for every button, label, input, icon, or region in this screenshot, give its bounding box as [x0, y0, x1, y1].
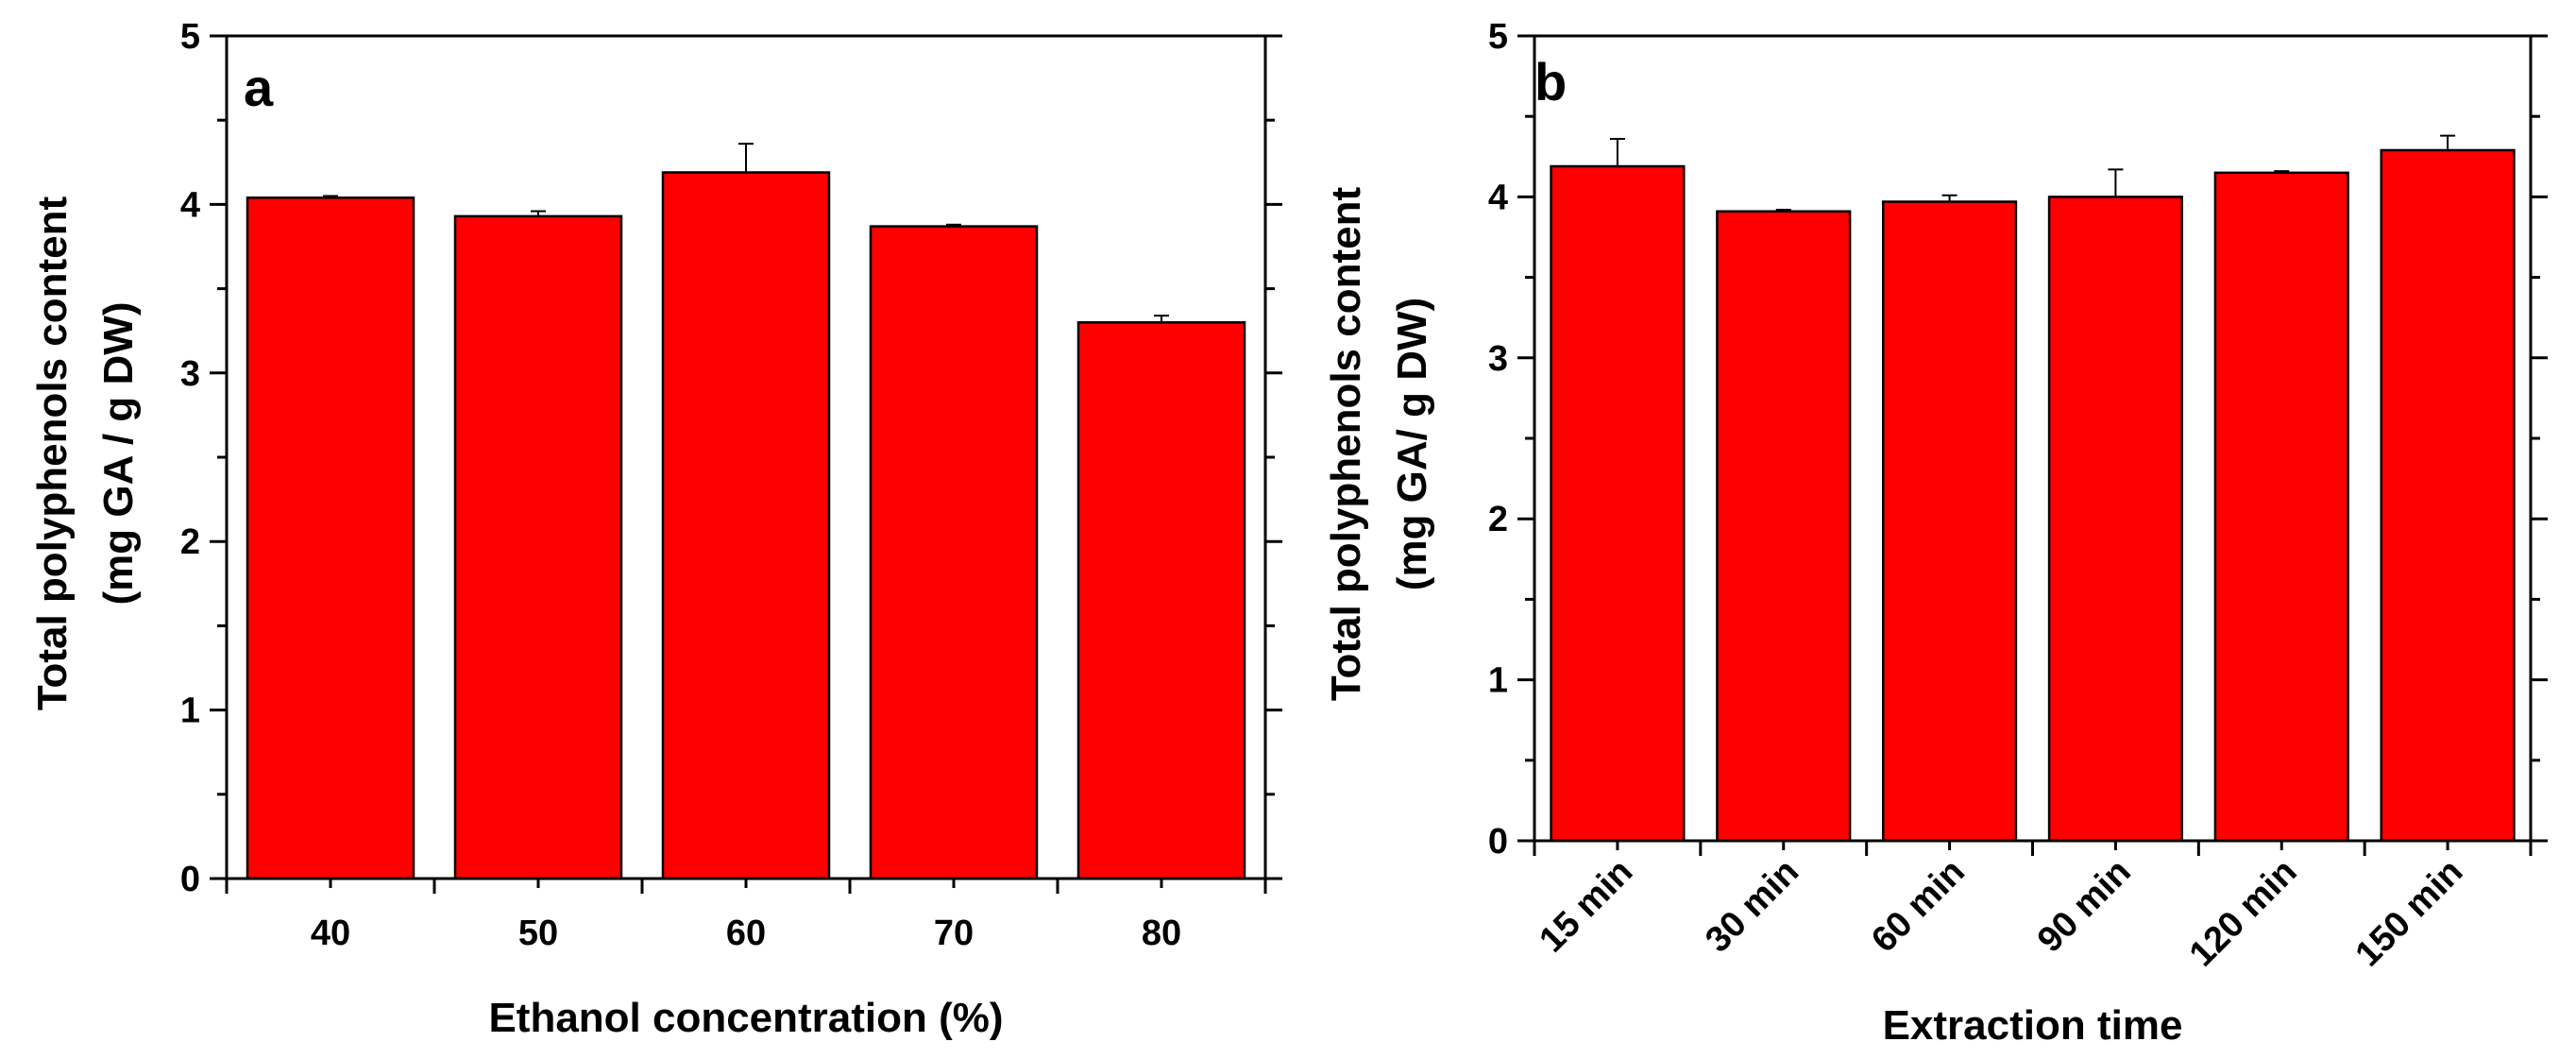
bar-70: [869, 225, 1039, 880]
x-axis-title: Extraction time: [1883, 1002, 2183, 1049]
x-tick-label: 80: [1142, 914, 1181, 953]
y-axis-title-line1: Total polyphenols content: [29, 196, 76, 711]
y-axis-title-line1: Total polyphenols content: [1323, 187, 1369, 702]
panel-letter: b: [1534, 52, 1567, 111]
x-axis-title: Ethanol concentration (%): [488, 995, 1003, 1041]
bar-90-min: [2047, 196, 2183, 843]
x-tick-label: 50: [518, 914, 558, 953]
bar-40: [246, 196, 415, 880]
panel-b: 0 1 2 3 4 5 15 min 30 min 60 min 90 min 120 min 150…: [1323, 17, 2548, 1049]
y-tick-label: 2: [1488, 500, 1508, 539]
y-tick-label: 1: [1488, 661, 1508, 701]
y-tick-label: 0: [1488, 822, 1508, 862]
x-tick-label: 15 min: [1532, 852, 1640, 961]
y-axis-title-line2: (mg GA / g DW): [95, 302, 142, 606]
bar-150-min: [2380, 148, 2516, 843]
y-tick-label: 4: [1488, 178, 1508, 217]
y-tick-label: 3: [1488, 339, 1508, 379]
y-tick-label: 3: [180, 354, 200, 394]
x-tick-label: 90 min: [2030, 852, 2139, 961]
bar-80: [1076, 321, 1246, 880]
x-tick-label: 40: [311, 914, 350, 953]
bar-50: [453, 214, 623, 880]
y-tick-label: 5: [1488, 17, 1508, 57]
y-tick-label: 1: [180, 692, 200, 731]
y-tick-label: 4: [180, 185, 200, 225]
x-tick-label: 60 min: [1864, 852, 1973, 961]
x-tick-label: 150 min: [2348, 852, 2471, 975]
bar-60-min: [1882, 200, 2018, 843]
panel-a: 0 1 2 3 4 5 40 50 60 70 80 Ethanol concentration (%…: [29, 17, 1282, 1041]
y-tick-label: 5: [180, 17, 200, 57]
bar-60: [661, 171, 831, 880]
panel-letter: a: [244, 58, 274, 117]
x-tick-label: 120 min: [2182, 852, 2305, 975]
x-tick-label: 60: [726, 914, 766, 953]
bar-30-min: [1716, 210, 1852, 843]
bar-120-min: [2213, 171, 2349, 843]
y-axis-title-line2: (mg GA/ g DW): [1389, 298, 1435, 590]
bar-15-min: [1550, 164, 1686, 843]
y-tick-label: 2: [180, 522, 200, 562]
x-tick-label: 70: [934, 914, 974, 953]
y-tick-label: 0: [180, 860, 200, 899]
x-tick-label: 30 min: [1698, 852, 1806, 961]
